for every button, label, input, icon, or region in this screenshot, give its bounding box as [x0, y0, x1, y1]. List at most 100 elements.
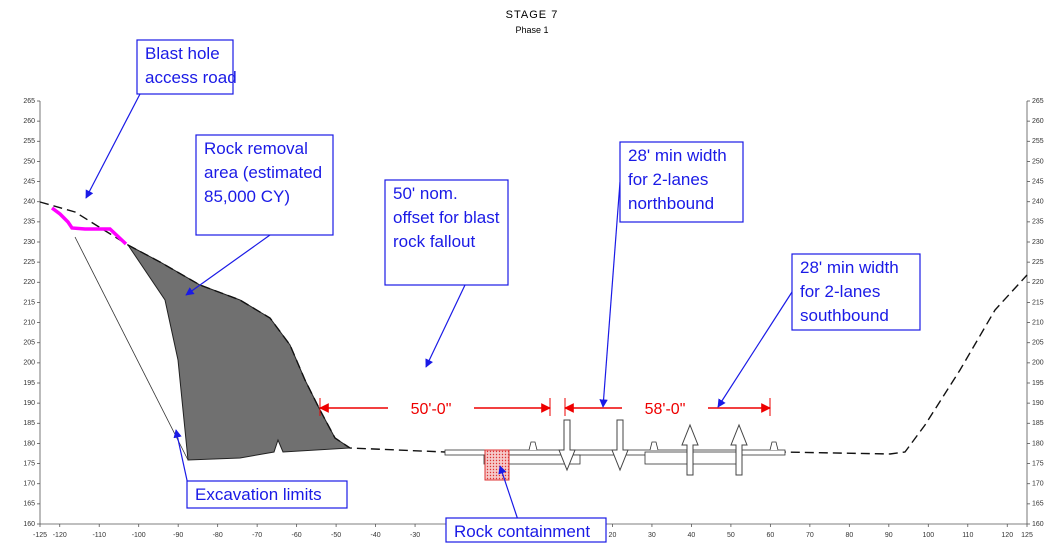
dimensions: 50'-0" 58'-0" — [319, 398, 771, 418]
x-tick-label: 80 — [845, 532, 853, 539]
annotation-text: access road — [145, 68, 237, 87]
y-tick-label: 225 — [1032, 259, 1044, 266]
y-tick-label: 240 — [23, 199, 35, 206]
y-tick-label: 165 — [23, 501, 35, 508]
y-tick-label: 230 — [1032, 239, 1044, 246]
existing-ground — [39, 201, 1028, 455]
y-tick-label: 200 — [1032, 360, 1044, 367]
y-tick-label: 235 — [23, 219, 35, 226]
annotation-text: Rock containment — [454, 522, 590, 541]
y-tick-label: 180 — [23, 440, 35, 447]
x-tick-label: 60 — [766, 532, 774, 539]
leaders — [85, 93, 793, 521]
x-tick-label: -30 — [410, 532, 420, 539]
x-tick-label: -90 — [173, 532, 183, 539]
annotation-text: Blast hole — [145, 44, 220, 63]
x-tick-label: -70 — [252, 532, 262, 539]
x-tick-label: 70 — [806, 532, 814, 539]
y-tick-label: 215 — [1032, 299, 1044, 306]
y-tick-label: 190 — [1032, 400, 1044, 407]
annotation-text: Rock removal — [204, 139, 308, 158]
title: STAGE 7 — [506, 9, 559, 21]
y-tick-label: 170 — [1032, 481, 1044, 488]
y-tick-label: 205 — [23, 340, 35, 347]
y-tick-label: 215 — [23, 299, 35, 306]
annotation-text: 28' min width — [800, 258, 899, 277]
y-tick-label: 170 — [23, 481, 35, 488]
annotation-box — [384, 179, 509, 286]
y-tick-label: 205 — [1032, 340, 1044, 347]
x-tick-label: 30 — [648, 532, 656, 539]
y-tick-label: 175 — [23, 460, 35, 467]
y-tick-label: 195 — [23, 380, 35, 387]
y-tick-label: 225 — [23, 259, 35, 266]
y-tick-label: 250 — [23, 158, 35, 165]
x-tick-label: -40 — [371, 532, 381, 539]
y-tick-label: 265 — [1032, 98, 1044, 105]
y-tick-label: 195 — [1032, 380, 1044, 387]
annotation-text: 28' min width — [628, 146, 727, 165]
y-tick-label: 255 — [23, 138, 35, 145]
y-tick-label: 230 — [23, 239, 35, 246]
annotation-text: northbound — [628, 194, 714, 213]
annotation-text: southbound — [800, 306, 889, 325]
x-tick-label: 110 — [962, 532, 973, 539]
y-tick-label: 160 — [1032, 521, 1044, 528]
annotation-box — [791, 253, 921, 331]
x-tick-label: 120 — [1001, 532, 1013, 539]
subtitle: Phase 1 — [515, 25, 548, 35]
x-tick-label: 100 — [922, 532, 934, 539]
y-tick-label: 180 — [1032, 440, 1044, 447]
y-tick-label: 175 — [1032, 460, 1044, 467]
y-tick-label: 260 — [23, 118, 35, 125]
annotation-text: Excavation limits — [195, 485, 322, 504]
excavation-line — [74, 236, 189, 461]
y-tick-label: 210 — [1032, 319, 1044, 326]
y-tick-label: 165 — [1032, 501, 1044, 508]
x-tick-label: -100 — [132, 532, 146, 539]
y-tick-label: 210 — [23, 319, 35, 326]
y-tick-label: 185 — [1032, 420, 1044, 427]
x-tick-label: -125 — [33, 532, 47, 539]
annotation-text: area (estimated — [204, 163, 322, 182]
access-road — [50, 206, 128, 246]
annotation-box — [619, 141, 744, 223]
x-tick-label: 40 — [688, 532, 696, 539]
x-tick-label: -120 — [53, 532, 67, 539]
annotation-text: 50' nom. — [393, 184, 458, 203]
annotation-text: for 2-lanes — [800, 282, 880, 301]
y-tick-label: 220 — [1032, 279, 1044, 286]
rock-removal-area — [127, 244, 352, 461]
y-tick-label: 245 — [1032, 178, 1044, 185]
x-tick-label: -60 — [292, 532, 302, 539]
x-tick-label: -80 — [213, 532, 223, 539]
dimension-label: 58'-0" — [645, 401, 686, 418]
annotation-box — [445, 517, 607, 543]
dimension-label: 50'-0" — [411, 401, 452, 418]
annotation-text: 85,000 CY) — [204, 187, 290, 206]
x-tick-label: -50 — [331, 532, 341, 539]
annotation-box — [195, 134, 334, 236]
y-tick-label: 235 — [1032, 219, 1044, 226]
annotation-text: rock fallout — [393, 232, 475, 251]
y-tick-label: 245 — [23, 178, 35, 185]
lane-arrows — [558, 419, 748, 476]
x-tick-label: -110 — [92, 532, 106, 539]
rock-containment — [484, 449, 510, 481]
y-tick-label: 185 — [23, 420, 35, 427]
y-tick-label: 250 — [1032, 158, 1044, 165]
annotations: Blast hole access road Rock removal area (e… — [136, 39, 921, 543]
y-tick-label: 260 — [1032, 118, 1044, 125]
x-tick-label: 20 — [609, 532, 617, 539]
y-tick-label: 190 — [23, 400, 35, 407]
x-tick-label: 125 — [1021, 532, 1033, 539]
y-tick-label: 200 — [23, 360, 35, 367]
y-tick-label: 240 — [1032, 199, 1044, 206]
y-tick-label: 160 — [23, 521, 35, 528]
annotation-text: for 2-lanes — [628, 170, 708, 189]
annotation-box — [136, 39, 234, 95]
annotation-text: offset for blast — [393, 208, 500, 227]
ticks: -125-120-110-100-90-80-70-60-50-40-30-20… — [23, 98, 1043, 539]
y-tick-label: 265 — [23, 98, 35, 105]
